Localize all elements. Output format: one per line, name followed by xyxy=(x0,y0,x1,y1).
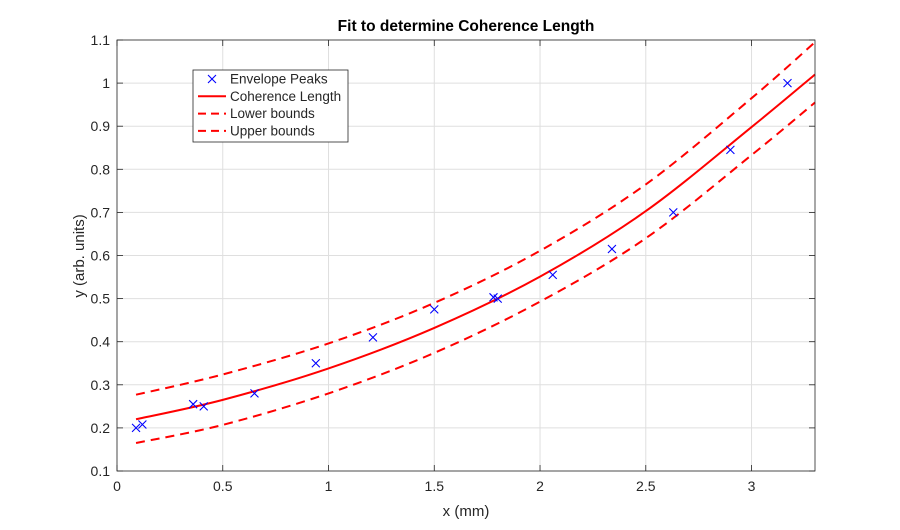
data-point-marker xyxy=(368,333,378,342)
x-tick-label: 3 xyxy=(748,478,756,494)
legend-entry-label: Envelope Peaks xyxy=(230,72,328,87)
data-point-marker xyxy=(726,145,735,155)
data-point-marker xyxy=(607,244,617,254)
data-point-marker xyxy=(783,78,792,88)
data-point-marker xyxy=(131,423,141,433)
data-point-marker xyxy=(668,208,678,217)
data-point-marker xyxy=(188,399,198,409)
y-axis-label: y (arb. units) xyxy=(71,214,88,297)
series-layer xyxy=(131,41,816,444)
y-tick-label: 1 xyxy=(102,75,110,91)
x-axis-label: x (mm) xyxy=(443,503,490,520)
y-tick-label: 0.1 xyxy=(91,463,111,479)
x-tick-label: 2.5 xyxy=(636,478,656,494)
data-point-marker xyxy=(493,294,503,303)
data-point-marker xyxy=(137,420,147,429)
legend-entry-label: Upper bounds xyxy=(230,123,315,138)
legend-entry-label: Lower bounds xyxy=(230,106,315,121)
data-point-marker xyxy=(250,389,259,398)
x-tick-label: 0 xyxy=(113,478,121,494)
x-tick-label: 0.5 xyxy=(213,478,233,494)
legend-marker-x xyxy=(207,74,217,84)
data-point-marker xyxy=(311,358,321,368)
legend-entry-label: Coherence Length xyxy=(230,89,341,104)
y-tick-label: 0.9 xyxy=(91,118,111,134)
x-tick-label: 2 xyxy=(536,478,544,494)
y-tick-label: 0.2 xyxy=(91,420,111,436)
data-point-marker xyxy=(429,304,439,314)
y-tick-label: 0.7 xyxy=(91,204,111,220)
upper-bounds-line xyxy=(135,41,816,396)
x-tick-label: 1.5 xyxy=(425,478,445,494)
y-tick-label: 0.4 xyxy=(91,334,111,350)
plot-frame xyxy=(116,39,816,472)
data-point-marker xyxy=(548,270,558,280)
ticks: 0 0.5 1 1.5 2 2.5 3 0.1 0.2 0.3 0.4 0.5 0.6 0.7 0.8 0.9… xyxy=(91,32,815,494)
x-tick-label: 1 xyxy=(325,478,333,494)
y-tick-label: 0.5 xyxy=(91,291,111,307)
y-tick-label: 0.3 xyxy=(91,377,111,393)
legend: Envelope Peaks Coherence Length Lower boun… xyxy=(192,69,349,143)
y-tick-label: 0.8 xyxy=(91,161,111,177)
chart-title: Fit to determine Coherence Length xyxy=(338,18,595,35)
lower-bounds-line xyxy=(135,101,816,444)
y-tick-label: 0.6 xyxy=(91,248,111,264)
data-point-marker xyxy=(199,401,209,411)
y-tick-label: 1.1 xyxy=(91,32,111,48)
